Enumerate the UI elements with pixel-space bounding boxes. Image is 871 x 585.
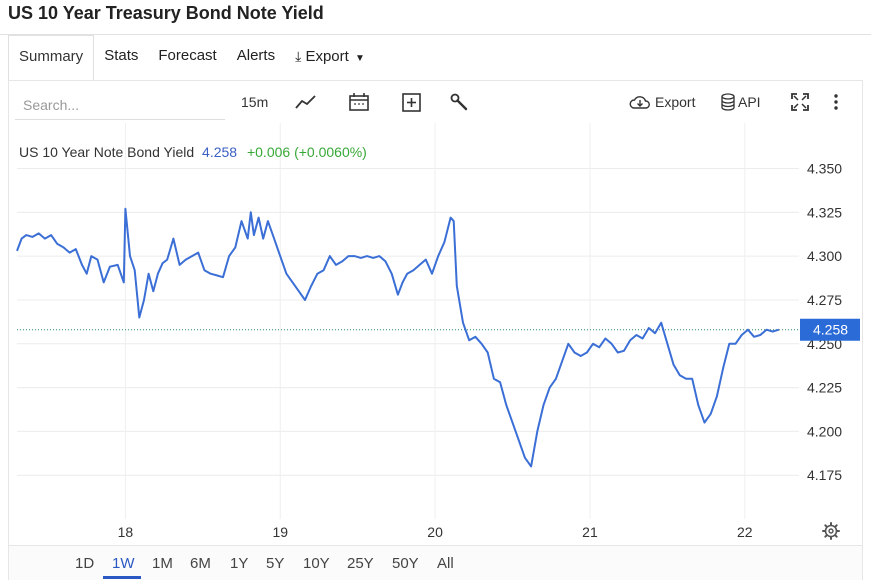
caret-down-icon: ▼: [354, 53, 365, 64]
export-button[interactable]: Export: [629, 89, 695, 115]
yield-line-chart[interactable]: 4.3504.3254.3004.2754.2504.2254.2004.175…: [9, 81, 862, 545]
legend-name: US 10 Year Note Bond Yield: [19, 144, 194, 160]
range-1y[interactable]: 1Y: [230, 555, 249, 572]
api-label: API: [738, 94, 761, 110]
y-tick-label: 4.325: [807, 204, 842, 220]
range-10y[interactable]: 10Y: [303, 555, 330, 572]
wrench-icon[interactable]: [450, 89, 468, 115]
series-line: [16, 207, 780, 468]
range-1w[interactable]: 1W: [112, 555, 135, 572]
x-tick-label: 18: [118, 524, 134, 540]
x-tick-label: 20: [427, 524, 443, 540]
y-tick-label: 4.275: [807, 292, 842, 308]
calendar-icon[interactable]: [349, 89, 369, 115]
export-label: Export: [655, 94, 696, 110]
line-chart-icon[interactable]: [295, 89, 317, 115]
tab-stats[interactable]: Stats: [104, 47, 139, 64]
more-vert-icon[interactable]: [833, 89, 839, 115]
download-icon: ⤓: [295, 48, 302, 64]
x-axis-ticks: 18 19 20 21 22: [118, 524, 753, 540]
range-50y[interactable]: 50Y: [392, 555, 419, 572]
search-input[interactable]: [15, 91, 225, 120]
y-tick-label: 4.175: [807, 467, 842, 483]
tab-export[interactable]: ⤓ Export ▼: [285, 35, 375, 79]
settings-icon[interactable]: [822, 522, 840, 540]
tab-export-label: Export: [305, 48, 349, 65]
range-all[interactable]: All: [437, 555, 454, 572]
last-value-label: 4.258: [813, 322, 848, 338]
chart-legend: US 10 Year Note Bond Yield 4.258 +0.006 …: [19, 144, 367, 160]
y-tick-label: 4.225: [807, 380, 842, 396]
y-tick-label: 4.300: [807, 248, 842, 264]
active-range-underline: [103, 576, 141, 579]
y-tick-label: 4.350: [807, 161, 842, 177]
legend-value: 4.258: [202, 144, 237, 160]
tab-forecast[interactable]: Forecast: [158, 47, 217, 64]
x-tick-label: 19: [272, 524, 288, 540]
interval-label: 15m: [241, 94, 269, 110]
range-selector: 1D 1W 1M 6M 1Y 5Y 10Y 25Y 50Y All: [9, 545, 862, 580]
range-5y[interactable]: 5Y: [266, 555, 285, 572]
range-1d[interactable]: 1D: [75, 555, 95, 572]
chart-panel: 15m Export API: [8, 80, 863, 580]
legend-change: +0.006 (+0.0060%): [247, 144, 367, 160]
tab-alerts[interactable]: Alerts: [236, 47, 276, 64]
grid-lines: [17, 123, 799, 519]
last-value-badge: [800, 318, 860, 341]
database-icon: [721, 93, 735, 111]
plus-box-icon[interactable]: [402, 89, 421, 115]
tab-bar: Summary Stats Forecast Alerts ⤓ Export ▼: [8, 34, 871, 80]
fullscreen-icon[interactable]: [791, 89, 809, 115]
chart-toolbar: 15m Export API: [9, 81, 862, 123]
y-tick-label: 4.200: [807, 423, 842, 439]
cloud-download-icon: [629, 94, 651, 110]
x-tick-label: 21: [582, 524, 598, 540]
range-25y[interactable]: 25Y: [347, 555, 374, 572]
tab-summary[interactable]: Summary: [8, 34, 95, 80]
range-1m[interactable]: 1M: [152, 555, 173, 572]
range-6m[interactable]: 6M: [190, 555, 211, 572]
title-divider: [0, 34, 871, 35]
api-button[interactable]: API: [721, 89, 761, 115]
interval-selector[interactable]: 15m: [241, 89, 268, 115]
x-tick-label: 22: [737, 524, 753, 540]
page-title: US 10 Year Treasury Bond Note Yield: [8, 3, 324, 23]
